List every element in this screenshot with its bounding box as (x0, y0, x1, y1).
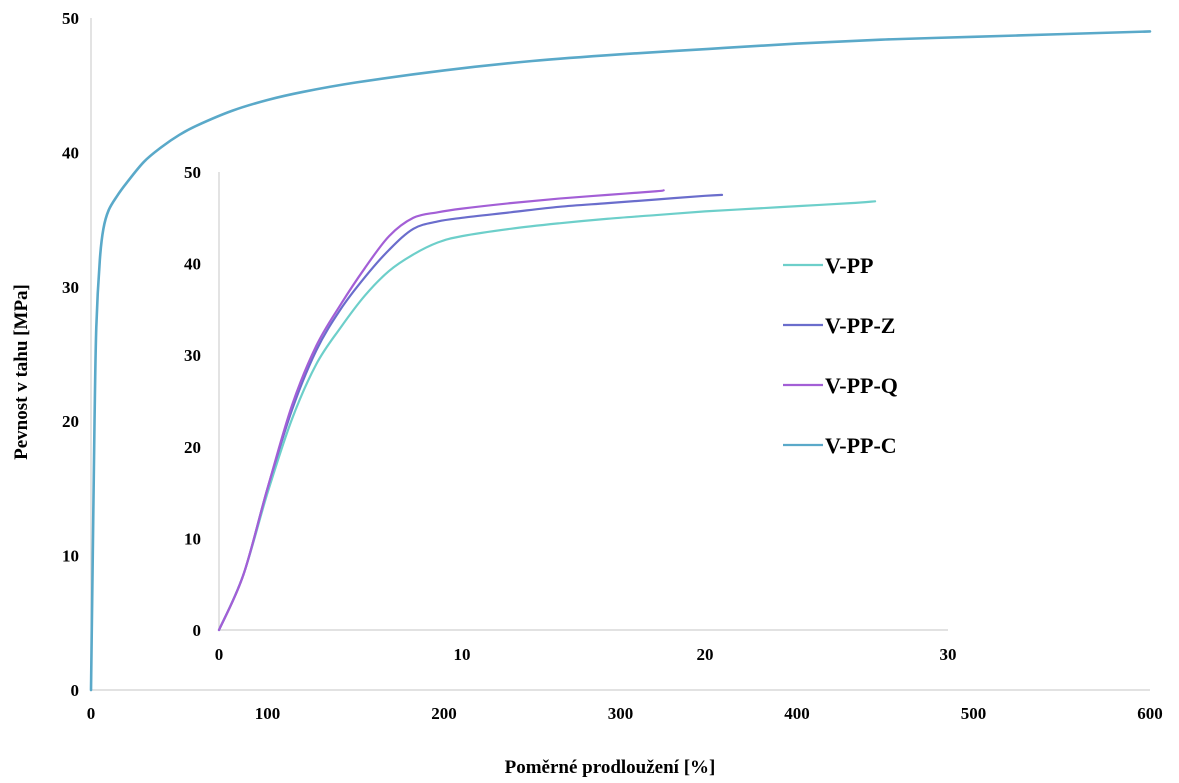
inset-x-tick-label: 0 (215, 645, 224, 664)
main-x-tick-label: 0 (87, 704, 96, 723)
main-y-tick-label: 30 (62, 278, 79, 297)
main-y-tick-label: 50 (62, 9, 79, 28)
inset-x-tick-label: 10 (454, 645, 471, 664)
main-series-line-v-pp-c (89, 30, 1152, 692)
inset-y-tick-label: 40 (184, 255, 201, 274)
main-y-tick-label: 0 (71, 681, 80, 700)
inset-y-tick-labels: 0 10 20 30 40 50 (184, 163, 201, 640)
legend-label-v-pp-z: V-PP-Z (825, 313, 895, 338)
inset-x-tick-labels: 0 10 20 30 (215, 645, 957, 664)
inset-y-tick-label: 50 (184, 163, 201, 182)
main-x-tick-label: 500 (961, 704, 987, 723)
main-x-tick-label: 600 (1137, 704, 1163, 723)
inset-series-group (217, 189, 877, 632)
legend-label-v-pp: V-PP (825, 253, 873, 278)
main-y-tick-label: 10 (62, 547, 79, 566)
legend-label-v-pp-q: V-PP-Q (825, 373, 898, 398)
inset-y-tick-label: 20 (184, 438, 201, 457)
inset-x-tick-label: 20 (697, 645, 714, 664)
x-axis-title: Poměrné prodloužení [%] (505, 757, 716, 778)
main-y-tick-labels: 0 10 20 30 40 50 (62, 9, 79, 700)
legend: V-PP V-PP-Z V-PP-Q V-PP-C (783, 253, 898, 458)
inset-y-tick-label: 0 (193, 621, 202, 640)
main-x-tick-label: 100 (255, 704, 281, 723)
inset-x-tick-label: 30 (940, 645, 957, 664)
inset-y-tick-label: 10 (184, 529, 201, 548)
inset-series-line-v-pp (217, 200, 877, 632)
legend-label-v-pp-c: V-PP-C (825, 433, 897, 458)
main-series-group (89, 30, 1152, 692)
main-x-tick-label: 400 (784, 704, 810, 723)
main-x-tick-labels: 0 100 200 300 400 500 600 (87, 704, 1163, 723)
main-y-tick-label: 40 (62, 143, 79, 162)
inset-y-tick-label: 30 (184, 346, 201, 365)
inset-axes: 0 10 20 30 40 50 0 10 20 30 (184, 163, 957, 664)
main-y-tick-label: 20 (62, 412, 79, 431)
main-x-tick-label: 300 (608, 704, 634, 723)
main-x-tick-label: 200 (431, 704, 457, 723)
y-axis-title: Pevnost v tahu [MPa] (11, 284, 32, 460)
inset-series-line-v-pp-q (217, 189, 665, 632)
